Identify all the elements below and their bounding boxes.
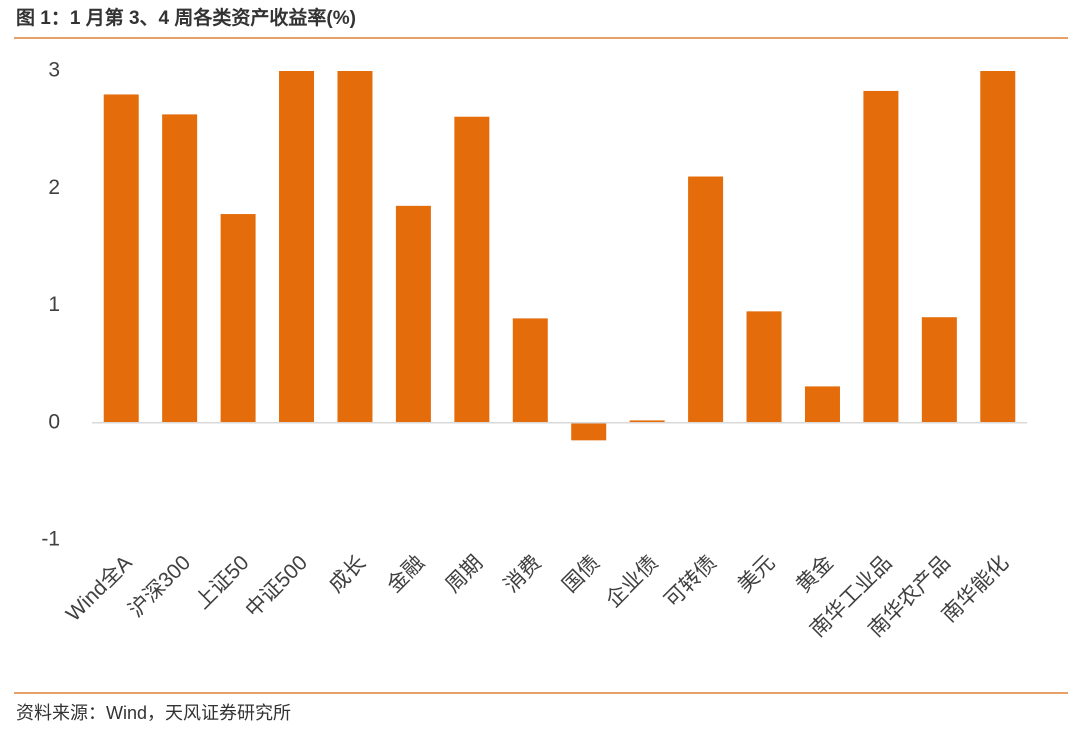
x-tick-label: 消费 <box>500 551 546 597</box>
y-tick-label: 2 <box>48 176 60 199</box>
source-note: 资料来源：Wind，天风证券研究所 <box>16 703 291 723</box>
y-tick-label: 3 <box>48 59 60 82</box>
bar <box>220 214 256 423</box>
x-tick-label: 周期 <box>441 551 487 597</box>
bar <box>337 71 373 423</box>
x-tick-label: 可转债 <box>660 551 721 612</box>
bar <box>629 420 665 423</box>
bar <box>980 71 1016 423</box>
bar <box>279 71 315 423</box>
y-tick-label: 0 <box>48 410 60 433</box>
bar <box>162 114 198 423</box>
bar <box>863 90 899 423</box>
bar <box>395 205 431 423</box>
x-tick-label: 中证500 <box>241 551 312 622</box>
chart-title: 图 1：1 月第 3、4 周各类资产收益率(%) <box>16 6 356 29</box>
y-tick-label: -1 <box>41 528 60 551</box>
x-tick-label: 黄金 <box>792 551 838 597</box>
x-tick-label: 企业债 <box>602 551 663 612</box>
bar <box>454 116 490 423</box>
x-tick-label: Wind全A <box>62 551 137 626</box>
x-tick-label: 金融 <box>383 551 429 597</box>
x-tick-label: 国债 <box>558 551 604 597</box>
bar <box>688 176 724 423</box>
x-tick-label: 成长 <box>324 551 370 597</box>
bar <box>746 311 782 423</box>
x-tick-label: 美元 <box>734 551 780 597</box>
bar <box>103 94 139 423</box>
y-tick-label: 1 <box>48 293 60 316</box>
bar <box>512 318 548 423</box>
x-tick-label: 沪深300 <box>124 551 195 622</box>
bar <box>571 422 607 441</box>
bar <box>921 317 957 423</box>
bar <box>804 386 840 423</box>
